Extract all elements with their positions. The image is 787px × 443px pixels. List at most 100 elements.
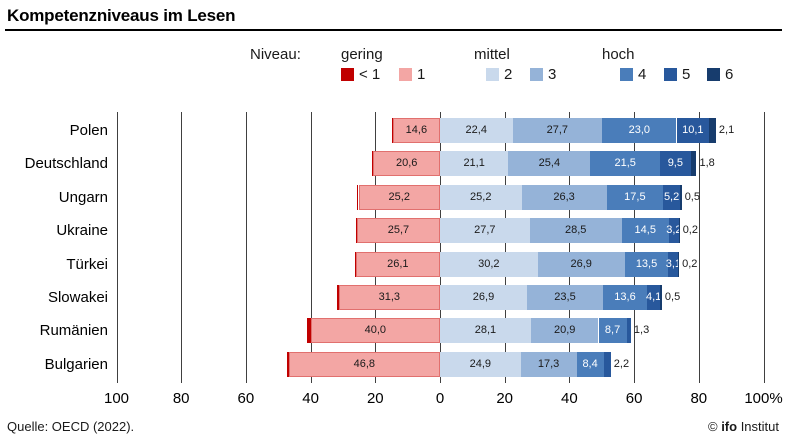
bar-segment-l2: 28,1 [440,318,531,344]
bar-segment-l2: 25,2 [440,184,522,210]
bar-segment-l5 [603,351,611,377]
country-label: Deutschland [24,155,108,173]
bar-segment-l4: 21,5 [590,151,660,177]
bar-segment-l3: 26,9 [537,251,625,277]
bar-segment-l6 [679,218,680,244]
bar-value-label: 26,9 [570,257,592,270]
axis-tick-label: 20 [366,390,384,407]
bar-segment-lt1 [357,184,359,210]
bar-segment-l2: 26,9 [440,285,527,310]
bar-segment-l1: 25,7 [356,218,440,244]
bar-value-label: 25,2 [388,190,410,203]
bar-segment-l3: 17,3 [520,351,577,377]
bar-value-label: 8,7 [604,324,621,337]
gridline [698,112,700,383]
credit-symbol: © [707,419,722,434]
axis-tick-label: 0 [435,390,445,407]
legend-item-label: 5 [682,66,691,83]
legend-item-l4: 4 [620,66,646,83]
bar-value-label: 31,3 [378,291,401,303]
bar-segment-lt1 [354,251,356,277]
bar-outside-value-label: 1,8 [699,157,715,170]
bar-outside-value-label: 2,1 [718,124,735,136]
country-label: Türkei [66,255,108,273]
bar-segment-lt1 [287,351,289,377]
bar-segment-l3: 27,7 [512,118,603,143]
bar-segment-l4: 13,6 [603,285,647,310]
bar-segment-l4: 23,0 [602,118,677,143]
bar-segment-l5: 10,1 [676,118,710,143]
bar-value-label: 21,5 [614,157,636,170]
bar-segment-l2: 24,9 [440,351,521,377]
credit-ifo: ifo [721,419,738,434]
bar-segment-l4: 8,7 [598,318,627,344]
credit-note: © ifo Institut [708,419,779,434]
bar-segment-l3: 23,5 [527,285,603,310]
bar-segment-l5 [626,318,631,344]
bar-outside-value-label: 0,2 [682,224,698,237]
bar-value-label: 27,7 [546,124,568,136]
legend-niveau-label: Niveau: [250,46,301,63]
bar-segment-lt1 [307,318,311,344]
legend-item-l3: 3 [530,66,556,83]
bar-segment-l1: 14,6 [392,118,440,143]
legend-item-label: 4 [638,66,647,83]
bar-segment-l3: 28,5 [529,218,622,244]
legend-swatch-l1 [399,68,412,81]
bar-value-label: 30,2 [478,257,500,270]
bar-segment-l4: 17,5 [606,184,664,210]
bar-value-label: 13,5 [635,257,658,270]
legend-swatch-l2 [486,68,499,81]
legend-group-mittel: mittel [474,46,510,63]
credit-institut: Institut [737,419,779,434]
bar-value-label: 17,5 [624,190,646,203]
bar-segment-lt1 [372,151,374,177]
gridline [375,112,377,383]
bar-value-label: 13,6 [614,291,636,303]
bar-value-label: 25,7 [387,224,410,237]
legend-item-label: 2 [504,66,513,83]
legend-group-hoch: hoch [602,46,635,63]
bar-value-label: 3,1 [665,257,682,270]
bar-outside-value-label: 2,2 [613,357,630,370]
bar-segment-l1: 20,6 [373,151,440,177]
bar-outside-value-label: 1,3 [633,324,650,337]
bar-segment-l4: 14,5 [621,218,669,244]
axis-tick-label: 100 [103,390,130,407]
legend-item-label: 3 [548,66,557,83]
bar-value-label: 14,6 [405,124,428,136]
axis-tick-label: 40 [561,390,578,407]
gridline [116,112,118,383]
bar-segment-l4: 8,4 [576,351,604,377]
bar-value-label: 9,5 [667,157,683,170]
legend-swatch-l3 [530,68,543,81]
bar-segment-l5: 3,2 [666,218,682,244]
bar-segment-l3: 20,9 [530,318,599,344]
legend-swatch-l5 [664,68,677,81]
legend-item-label: < 1 [359,66,381,83]
bar-segment-l1: 31,3 [338,285,440,310]
bar-segment-l2: 27,7 [440,218,530,244]
gridline [245,112,247,383]
legend-group-gering: gering [341,46,383,63]
bar-value-label: 23,0 [628,124,650,136]
bar-outside-value-label: 0,5 [664,291,681,303]
bar-segment-l1: 26,1 [355,251,440,277]
bar-outside-value-label: 0,5 [684,190,700,203]
legend-item-l5: 5 [664,66,690,83]
legend-swatch-l6 [707,68,720,81]
bar-segment-l4: 13,5 [624,251,669,277]
bar-value-label: 20,9 [553,324,576,337]
country-label: Slowakei [47,289,108,306]
axis-tick-label: 20 [496,390,514,407]
bar-value-label: 46,8 [353,357,375,370]
bar-value-label: 5,2 [663,190,680,203]
country-label: Bulgarien [44,355,108,373]
bar-value-label: 28,1 [474,324,497,337]
axis-tick-label: 60 [237,390,255,407]
bar-segment-l6 [660,285,662,310]
gridline [181,112,183,383]
bar-segment-l6 [678,251,679,277]
bar-segment-l5: 9,5 [660,151,691,177]
